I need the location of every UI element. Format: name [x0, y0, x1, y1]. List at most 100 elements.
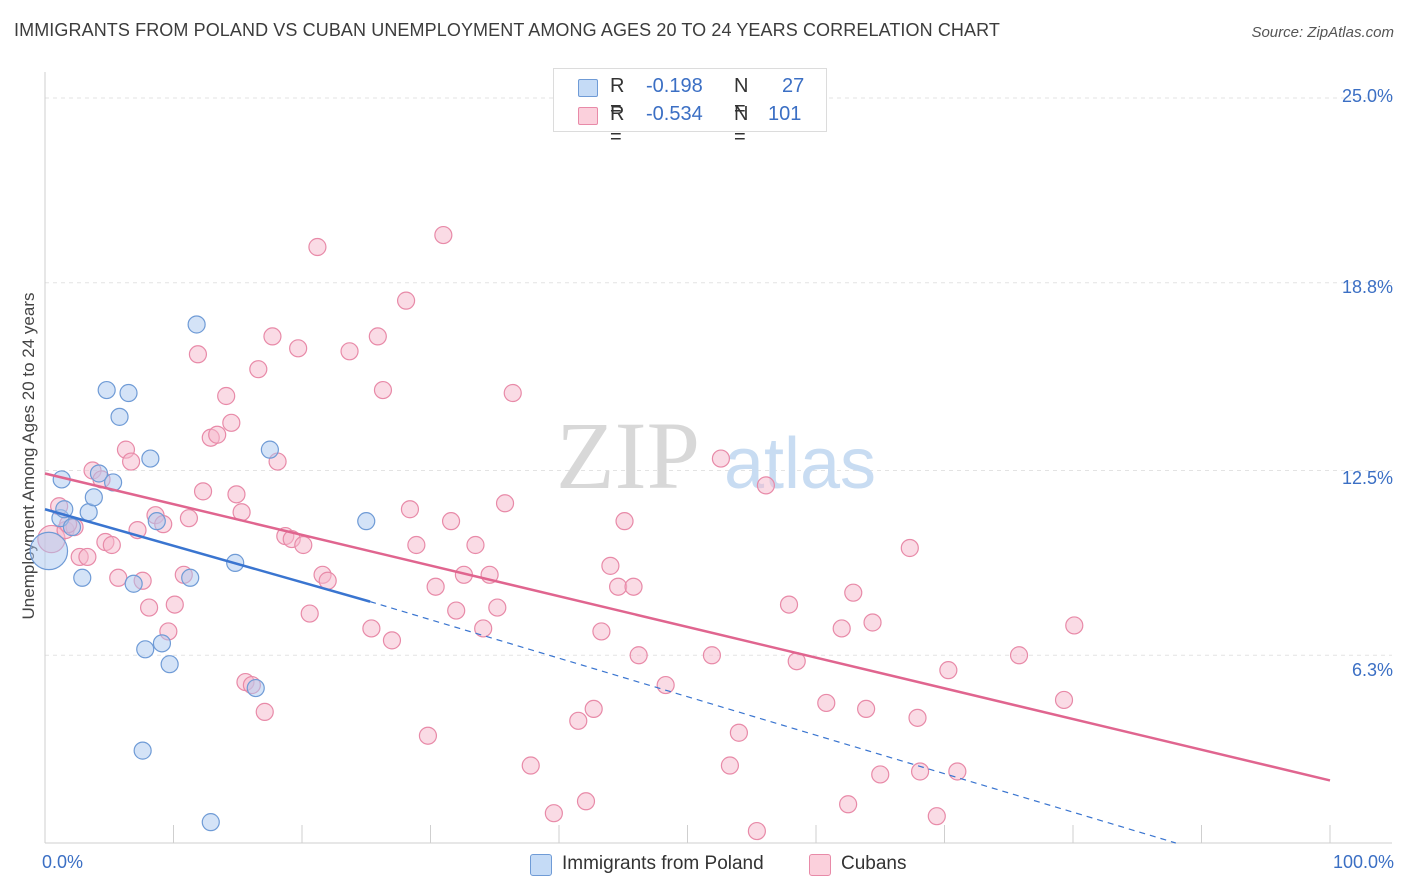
poland-trend-line: [44, 508, 371, 603]
cubans-point: [373, 380, 393, 400]
legend-swatch-poland: [530, 854, 552, 876]
poland-trend-extension: [369, 601, 1176, 844]
cubans-point: [179, 509, 199, 528]
cubans-point: [839, 795, 858, 814]
cubans-point: [121, 452, 141, 471]
y-tick-label: 25.0%: [1341, 86, 1393, 106]
poland-point: [124, 574, 143, 593]
poland-point: [62, 518, 82, 537]
cubans-point: [1009, 646, 1029, 665]
poland-point: [147, 512, 166, 531]
cubans-trend-line: [44, 472, 1331, 782]
chart-title: IMMIGRANTS FROM POLAND VS CUBAN UNEMPLOY…: [14, 20, 1001, 40]
cubans-r-label: R =: [610, 103, 625, 148]
poland-point: [201, 813, 220, 832]
poland-points: [29, 315, 376, 832]
cubans-point: [139, 598, 159, 617]
cubans-n-value: 101: [768, 103, 802, 125]
cubans-point: [521, 756, 540, 775]
cubans-point: [441, 512, 461, 531]
poland-point: [84, 488, 103, 507]
cubans-point: [711, 449, 731, 468]
watermark-atlas: atlas: [724, 424, 876, 504]
poland-point: [260, 440, 279, 459]
cubans-point: [396, 291, 416, 310]
poland-point: [89, 464, 109, 483]
cubans-point: [434, 225, 453, 245]
x-tick-label-end: 100.0%: [1332, 852, 1394, 872]
poland-point: [73, 568, 92, 587]
cubans-r-value: -0.534: [646, 103, 703, 125]
cubans-point: [908, 708, 927, 727]
poland-n-value: 27: [782, 75, 805, 97]
zipatlas-watermark: ZIP atlas: [556, 402, 876, 509]
cubans-point: [400, 500, 420, 519]
cubans-point: [165, 595, 184, 614]
cubans-point: [656, 675, 675, 695]
cubans-point: [900, 538, 919, 558]
cubans-point: [227, 485, 246, 504]
cubans-point: [102, 535, 121, 555]
poland-point: [29, 531, 69, 571]
cubans-point: [832, 619, 851, 638]
poland-point: [141, 449, 160, 468]
cubans-point: [569, 711, 588, 730]
cubans-n-label: N =: [734, 103, 749, 148]
axes: [44, 72, 1392, 844]
poland-point: [246, 678, 265, 698]
cubans-point: [78, 547, 97, 567]
cubans-point: [466, 535, 485, 555]
cubans-point: [702, 646, 722, 665]
cubans-point: [844, 583, 863, 602]
legend-swatch-cubans: [809, 854, 831, 876]
cubans-point: [948, 762, 967, 781]
cubans-point: [426, 577, 445, 596]
cubans-point: [249, 360, 268, 379]
poland-point: [181, 568, 200, 587]
poland-point: [133, 741, 152, 760]
cubans-point: [544, 804, 563, 823]
poland-point: [152, 634, 172, 653]
cubans-swatch: [578, 107, 598, 125]
cubans-point: [910, 762, 930, 781]
cubans-point: [300, 604, 319, 623]
cubans-point: [263, 327, 282, 346]
poland-point: [136, 640, 155, 659]
cubans-point: [488, 598, 507, 617]
cubans-point: [609, 577, 628, 596]
correlation-legend: R = -0.198 N = 27 R = -0.534 N = 101: [553, 68, 827, 148]
cubans-point: [1054, 690, 1074, 710]
cubans-point: [294, 535, 313, 555]
cubans-point: [629, 646, 648, 665]
cubans-point: [188, 345, 208, 364]
series-legend: Immigrants from Poland Cubans: [530, 853, 930, 877]
cubans-point: [503, 383, 522, 403]
cubans-point: [615, 512, 634, 531]
cubans-point: [927, 807, 946, 826]
cubans-point: [495, 494, 515, 513]
cubans-point: [382, 631, 402, 650]
cubans-point: [720, 756, 740, 775]
source-label: Source: ZipAtlas.com: [1251, 24, 1394, 41]
cubans-point: [857, 699, 876, 719]
legend-label-cubans: Cubans: [841, 853, 907, 874]
cubans-point: [308, 237, 327, 257]
poland-r-label: R =: [610, 75, 625, 120]
cubans-point: [729, 723, 749, 742]
cubans-point: [592, 622, 611, 641]
cubans-point: [368, 327, 387, 346]
poland-n-label: N =: [734, 75, 749, 120]
watermark-zip: ZIP: [556, 402, 700, 509]
y-tick-label: 6.3%: [1351, 660, 1393, 680]
cubans-point: [1065, 616, 1084, 635]
poland-point: [357, 512, 376, 531]
cubans-point: [817, 693, 836, 713]
cubans-point: [340, 342, 359, 361]
cubans-point: [362, 619, 381, 638]
poland-r-value: -0.198: [646, 75, 703, 97]
cubans-point: [255, 702, 274, 721]
poland-point: [160, 655, 179, 674]
cubans-point: [208, 425, 227, 444]
x-tick-label-start: 0.0%: [42, 852, 84, 872]
